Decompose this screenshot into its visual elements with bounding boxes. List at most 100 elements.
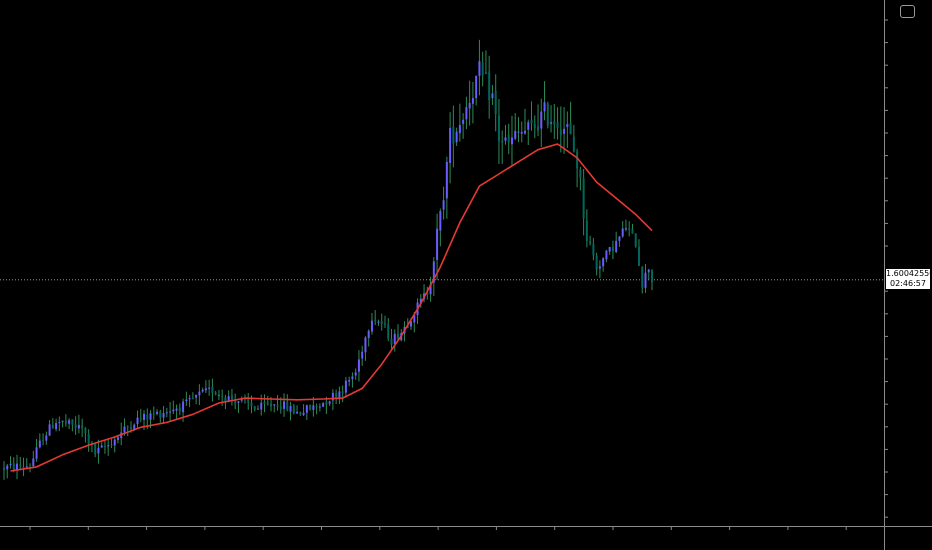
candle-body <box>608 246 611 252</box>
candle-body <box>195 394 198 398</box>
current-price-label: 1.60042550 02:46:57 <box>885 268 932 290</box>
candle-body <box>410 321 413 327</box>
candle-body <box>510 137 513 145</box>
candle-body <box>390 338 393 345</box>
candle-body <box>559 129 562 136</box>
candle-body <box>165 412 168 414</box>
candle-body <box>647 269 650 273</box>
candle-body <box>585 220 588 242</box>
candle-body <box>533 123 536 129</box>
candle-body <box>55 423 58 430</box>
candle-body <box>214 392 217 395</box>
candle-body <box>240 398 243 401</box>
candle-body <box>315 405 318 407</box>
candle-body <box>185 399 188 402</box>
candle-body <box>348 379 351 382</box>
candle-body <box>38 440 41 448</box>
candle-body <box>149 413 152 420</box>
chart-settings-button[interactable] <box>900 5 915 18</box>
candle-body <box>501 140 504 143</box>
candle-body <box>87 433 90 444</box>
candle-body <box>159 411 162 418</box>
candle-body <box>182 401 185 413</box>
candle-body <box>354 372 357 376</box>
candle-body <box>322 402 325 407</box>
candle-body <box>556 122 559 129</box>
candle-body <box>455 131 458 143</box>
candle-body <box>204 388 207 391</box>
candle-body <box>462 119 465 124</box>
candle-body <box>263 401 266 404</box>
candle-body <box>494 91 497 115</box>
candle-body <box>136 417 139 424</box>
candle-body <box>426 293 429 295</box>
candle-body <box>61 420 64 422</box>
candle-body <box>35 447 38 459</box>
candle-body <box>341 391 344 394</box>
candle-body <box>475 75 478 99</box>
candle-body <box>45 435 48 441</box>
candle-body <box>592 244 595 256</box>
candle-body <box>328 401 331 404</box>
candle-body <box>563 128 566 134</box>
candle-body <box>6 465 9 470</box>
candle-body <box>572 136 575 152</box>
candle-body <box>374 319 377 322</box>
bar-countdown: 02:46:57 <box>890 279 926 288</box>
candle-body <box>429 284 432 295</box>
candle-body <box>116 437 119 440</box>
candle-body <box>318 406 321 408</box>
candle-body <box>169 411 172 413</box>
candle-body <box>256 408 259 410</box>
candle-body <box>546 103 549 126</box>
candle-body <box>432 261 435 283</box>
candle-body <box>491 93 494 99</box>
candle-body <box>103 445 106 447</box>
candle-body <box>576 151 579 169</box>
candle-body <box>9 463 12 466</box>
candle-body <box>94 443 97 454</box>
candle-body <box>126 426 129 428</box>
candle-body <box>250 402 253 406</box>
candle-body <box>156 411 159 415</box>
candle-body <box>305 405 308 413</box>
candle-body <box>129 427 132 429</box>
candle-body <box>172 409 175 412</box>
candle-body <box>201 389 204 392</box>
candle-body <box>361 351 364 359</box>
candle-body <box>517 131 520 133</box>
candle-body <box>22 467 25 469</box>
candle-body <box>524 130 527 134</box>
candle-body <box>296 412 299 414</box>
candle-body <box>465 107 468 120</box>
moving-average-line <box>10 143 653 472</box>
candle-body <box>442 200 445 210</box>
candle-body <box>468 102 471 109</box>
candle-body <box>419 298 422 304</box>
candle-body <box>651 270 653 283</box>
candle-body <box>497 115 500 142</box>
candle-body <box>357 359 360 372</box>
candle-body <box>42 440 45 442</box>
candle-body <box>25 466 28 468</box>
candle-body <box>338 391 341 398</box>
candle-body <box>644 272 647 288</box>
candle-body <box>110 444 113 446</box>
candle-body <box>48 424 51 436</box>
candle-body <box>445 161 448 199</box>
candle-body <box>266 402 269 405</box>
candle-body <box>569 123 572 135</box>
candle-body <box>527 122 530 130</box>
candle-body <box>471 98 474 104</box>
candle-body <box>481 62 484 75</box>
candle-body <box>221 395 224 397</box>
candle-body <box>113 439 116 446</box>
candle-body <box>289 405 292 412</box>
candle-body <box>230 395 233 400</box>
candle-body <box>139 418 142 420</box>
candle-body <box>283 401 286 409</box>
candle-body <box>12 463 15 470</box>
candle-body <box>449 127 452 163</box>
candle-body <box>543 102 546 112</box>
